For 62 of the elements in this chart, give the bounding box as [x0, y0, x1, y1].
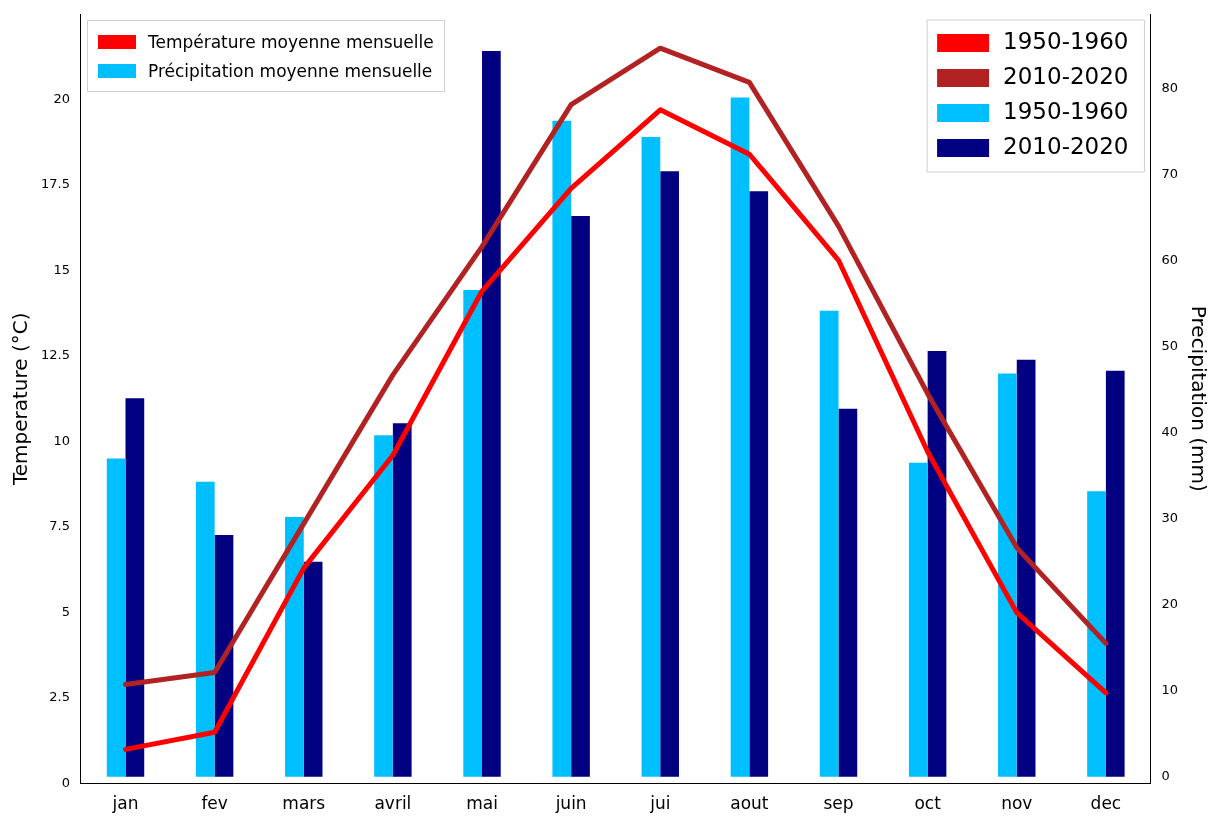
x-tick-label: nov	[1001, 793, 1033, 814]
legend-label: 1950-1960	[1003, 97, 1129, 124]
y-tick-label: 12.5	[40, 347, 70, 363]
bar	[482, 50, 501, 777]
y-tick-label: 15	[53, 261, 70, 277]
y2-tick-label: 0	[1161, 768, 1170, 784]
bar	[195, 481, 215, 777]
y-tick-label: 7.5	[49, 518, 70, 534]
bar	[392, 423, 412, 777]
x-tick-label: mai	[466, 793, 498, 814]
bar	[1087, 491, 1106, 777]
y-tick-label: 10	[53, 432, 70, 448]
legend-label: 1950-1960	[1003, 27, 1129, 54]
y2-tick-label: 20	[1161, 596, 1178, 612]
bar	[285, 517, 304, 777]
y-axis-title: Temperature (°C)	[8, 312, 33, 487]
bar	[660, 171, 679, 777]
legend-box: Température moyenne mensuelle Précipitation moyenne mensuelle	[86, 20, 445, 92]
y2-tick-label: 80	[1161, 80, 1178, 96]
y-tick-label: 5	[61, 603, 70, 619]
x-tick-label: sep	[823, 793, 854, 814]
bar	[125, 398, 145, 777]
bar	[1105, 370, 1125, 777]
y-tick-label: 0	[61, 774, 70, 790]
x-tick-label: mars	[282, 793, 326, 814]
x-tick-label: jui	[649, 793, 671, 814]
y2-tick-label: 10	[1161, 682, 1178, 698]
bar	[571, 216, 590, 777]
x-tick-label: jan	[111, 793, 139, 814]
x-tick-label: aout	[730, 793, 769, 814]
y2-axis-title: Precipitation (mm)	[1186, 305, 1211, 492]
bar	[552, 120, 572, 777]
x-tick-label: avril	[374, 793, 412, 814]
annotation: Précipitation moyenne mensuelle	[147, 60, 433, 81]
bar	[838, 408, 858, 777]
x-tick-label: fev	[201, 793, 228, 814]
bar	[908, 462, 928, 777]
bar	[374, 435, 393, 777]
bar	[998, 373, 1017, 777]
bar	[749, 191, 769, 777]
y-tick-label: 17.5	[40, 176, 70, 192]
bar	[641, 136, 661, 777]
legend-label: 2010-2020	[1003, 132, 1129, 159]
x-tick-label: juin	[554, 793, 587, 814]
y2-tick-label: 40	[1161, 424, 1178, 440]
y2-tick-label: 30	[1161, 510, 1178, 526]
x-tick-label: dec	[1090, 793, 1122, 814]
legend-label: 2010-2020	[1003, 62, 1129, 89]
bar	[819, 310, 839, 777]
bar	[303, 561, 323, 777]
y2-tick-label: 60	[1161, 252, 1178, 268]
bar	[927, 351, 947, 777]
y-tick-label: 2.5	[49, 689, 70, 705]
bar	[106, 458, 126, 777]
bar	[463, 290, 483, 777]
y2-tick-label: 50	[1161, 338, 1178, 354]
bar	[730, 97, 750, 777]
y-tick-label: 20	[53, 90, 70, 106]
bar	[1016, 359, 1036, 777]
annotation: Température moyenne mensuelle	[147, 31, 434, 52]
x-tick-label: oct	[914, 793, 942, 814]
y2-tick-label: 70	[1161, 166, 1178, 182]
